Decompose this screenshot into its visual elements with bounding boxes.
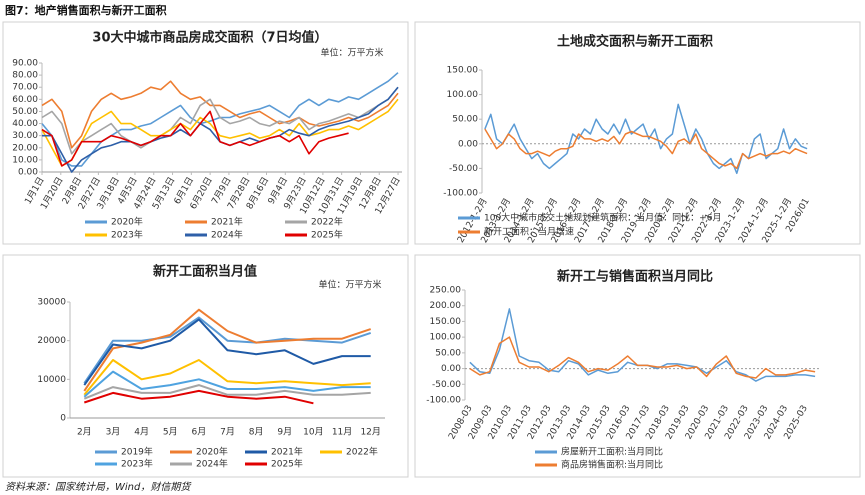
legend-label: 2025年 [311,229,343,241]
legend-label: 商品房销售面积:当月同比 [561,459,663,471]
legend-label: 2020年 [196,446,228,458]
y-tick-label: 60.00 [12,95,38,105]
y-tick-label: 200.00 [430,301,462,311]
x-tick-label: 4月 [134,427,149,438]
y-tick-label: 0.00 [441,364,461,374]
legend-label: 2022年 [311,216,343,228]
series-line [484,103,808,175]
legend-label: 2021年 [271,446,303,458]
x-tick-label: 5月 [163,427,178,438]
series-line [41,98,399,167]
unit-label: 单位：万平方米 [318,279,381,291]
y-tick-label: 50.00 [435,348,461,358]
x-tick-label: 9月 [277,427,292,438]
y-tick-label: 80.00 [12,71,38,81]
series-line [83,384,371,400]
panel-frame [414,21,861,245]
y-tick-label: 20.00 [12,143,38,153]
y-tick-label: 30000 [37,298,66,308]
legend-label: 2023年 [111,229,143,241]
x-tick-label: 6月 [191,427,206,438]
series-line [41,110,349,167]
chart-title: 土地成交面积与新开工面积 [557,34,713,50]
y-tick-label: 100.00 [447,90,479,100]
y-tick-label: 10.00 [12,155,38,165]
unit-label: 单位：万平方米 [320,47,383,59]
y-tick-label: -50.00 [432,380,461,390]
legend-label: 2023年 [121,458,153,470]
series-line [83,308,372,392]
series-line [83,370,371,398]
y-tick-label: 40.00 [12,119,38,129]
chart-title: 新开工面积当月值 [153,264,257,280]
legend-label: 2024年 [196,458,228,470]
x-tick-label: 2月 [77,427,92,438]
y-tick-label: 90.00 [12,59,38,69]
series-line [83,389,314,405]
x-tick-label: 12月 [360,427,380,438]
legend-label: 2020年 [111,216,143,228]
chart-title: 30大中城市商品房成交面积（7日均值） [92,30,327,46]
panel-frame [2,21,409,245]
chart-title: 新开工与销售面积当月同比 [557,269,713,285]
y-tick-label: 100.00 [430,333,462,343]
legend-label: 100大中城市成交土地规划建筑面积：当月值：同比：+6月 [484,212,721,224]
x-tick-label: 10月 [303,427,323,438]
legend-label: 房屋新开工面积:当月同比 [561,446,663,458]
x-tick-label: 11月 [332,427,352,438]
y-tick-label: 20000 [37,336,66,346]
legend-label: 新开工面积：当月增速 [484,226,574,238]
y-tick-label: 70.00 [12,83,38,93]
y-tick-label: -100.00 [443,189,478,199]
y-tick-label: 50.00 [452,115,478,125]
y-tick-label: 30.00 [12,131,38,141]
legend-label: 2019年 [121,446,153,458]
y-tick-label: 150.00 [430,317,462,327]
x-tick-label: 3月 [106,427,121,438]
series-line [484,128,808,170]
legend-label: 2025年 [271,458,303,470]
legend-label: 2024年 [211,229,243,241]
y-tick-label: 0 [60,414,66,424]
y-tick-label: 250.00 [430,286,462,296]
y-tick-label: -100.00 [426,396,461,406]
y-tick-label: -50.00 [449,164,478,174]
series-line [83,359,371,396]
header-title: 图7：地产销售面积与新开工面积 [5,3,167,17]
series-line [41,86,399,155]
y-tick-label: 150.00 [447,66,479,76]
source-note: 资料来源：国家统计局，Wind，财信期货 [5,481,192,493]
series-line [83,316,372,384]
series-line [42,86,399,173]
legend-label: 2022年 [346,446,378,458]
y-tick-label: 10000 [37,375,66,385]
y-tick-label: 0.00 [18,168,38,178]
y-tick-label: 50.00 [12,107,38,117]
series-line [469,336,816,379]
y-tick-label: 0.00 [458,139,478,149]
x-tick-label: 8月 [249,427,264,438]
panel-frame [414,254,861,478]
legend-label: 2021年 [211,216,243,228]
panel-frame [2,254,409,478]
x-tick-label: 7月 [220,427,235,438]
series-line [83,318,371,386]
series-line [41,80,399,149]
